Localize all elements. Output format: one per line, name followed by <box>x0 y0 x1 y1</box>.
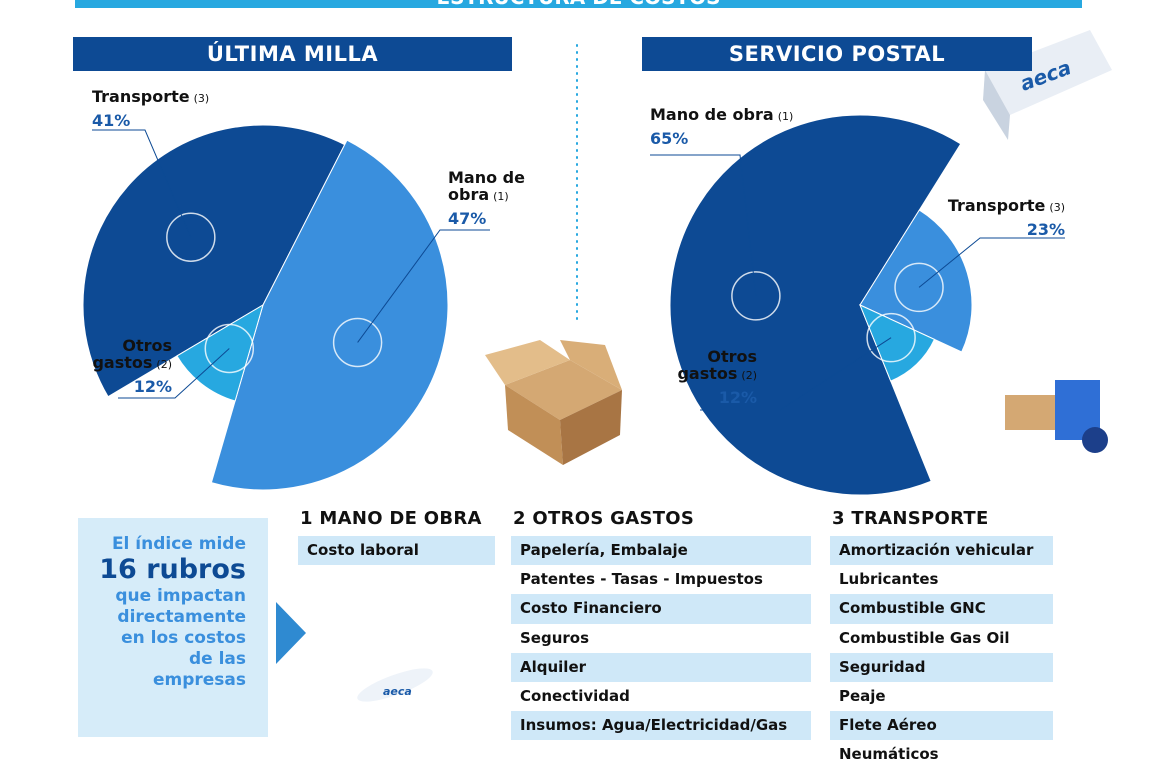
pie-slice <box>669 114 962 496</box>
slice-label: Mano de obra (1) 65% <box>650 106 870 147</box>
note: (1) <box>777 110 794 123</box>
category: Transporte <box>92 87 190 106</box>
forklift-illustration <box>1005 380 1108 453</box>
summary-highlight: 16 rubros <box>99 554 246 585</box>
leader-line <box>918 237 1065 288</box>
cost-item: Papelería, Embalaje <box>511 536 811 566</box>
slice-icon <box>166 212 216 262</box>
column-title: 2 OTROS GASTOS <box>513 508 695 529</box>
column-title: 1 MANO DE OBRA <box>300 508 482 529</box>
category: Mano de obra <box>448 168 525 204</box>
slice-icon <box>204 323 255 374</box>
pie-slice <box>859 209 973 353</box>
cost-item: Seguros <box>520 628 590 647</box>
note: (2) <box>156 358 172 371</box>
cost-item: Amortización vehicular <box>830 536 1053 566</box>
cost-item: Patentes - Tasas - Impuestos <box>520 570 763 589</box>
slice-icon <box>332 317 383 368</box>
cost-item: Combustible Gas Oil <box>839 628 1010 647</box>
leader-line <box>92 129 192 238</box>
plane-illustration: aeca <box>357 668 433 702</box>
cost-item: Flete Aéreo <box>830 711 1053 741</box>
logo: aeca <box>383 685 412 698</box>
summary-line: El índice mide <box>111 534 246 554</box>
slice-label: Transporte (3) 23% <box>900 197 1065 238</box>
leader-line <box>118 348 230 399</box>
cost-item: Costo laboral <box>298 536 495 566</box>
slice-icon <box>731 271 781 321</box>
chart-title: ÚLTIMA MILLA <box>73 37 512 71</box>
cost-item: Neumáticos <box>839 745 939 759</box>
slice-icon <box>866 312 916 363</box>
note: (2) <box>741 369 757 382</box>
category-name: Transporte (3) <box>900 197 1065 216</box>
slice-icon <box>894 262 944 313</box>
value-label: 12% <box>133 377 172 396</box>
slice-label: Transporte (3) 41% <box>92 88 292 129</box>
category: Mano de obra <box>650 105 774 124</box>
column-title: 3 TRANSPORTE <box>832 508 989 529</box>
banner: ESTRUCTURA DE COSTOS <box>75 0 1082 8</box>
note: (1) <box>493 190 509 203</box>
category: Otros gastos <box>92 336 172 372</box>
cost-column: 1 MANO DE OBRA Costo laboral <box>298 508 495 566</box>
cost-item: Alquiler <box>511 652 811 682</box>
cost-item: Seguridad <box>830 652 1053 682</box>
category: Otros gastos <box>677 347 757 383</box>
cost-item: Lubricantes <box>839 570 939 589</box>
leader-line <box>357 229 490 343</box>
pie-slice <box>859 304 936 382</box>
slice-label: Otros gastos (2) 12% <box>640 348 757 406</box>
summary-line: que impactan directamente en los costos … <box>115 586 246 690</box>
box-illustration <box>485 340 622 465</box>
slice-label: Otros gastos (2) 12% <box>60 337 172 395</box>
cost-item: Costo Financiero <box>511 594 811 624</box>
arrow <box>276 602 306 664</box>
note: (3) <box>193 92 210 105</box>
value-label: 47% <box>448 209 487 228</box>
cost-item: Peaje <box>839 686 886 705</box>
chart-title: SERVICIO POSTAL <box>642 37 1032 71</box>
category-name: Otros gastos (2) <box>640 348 757 384</box>
value-label: 41% <box>92 111 131 130</box>
truck-illustration: aeca <box>983 30 1112 140</box>
category-name: Transporte (3) <box>92 88 292 107</box>
category: Transporte <box>947 196 1046 215</box>
cost-column: 3 TRANSPORTE Amortización vehicular Lubric… <box>830 508 1053 759</box>
leader-line <box>650 154 757 296</box>
leader-line <box>700 337 892 411</box>
note: (3) <box>1049 201 1065 214</box>
pie-slice <box>210 139 449 491</box>
cost-item: Combustible GNC <box>830 594 1053 624</box>
category-name: Mano de obra (1) <box>448 169 538 205</box>
value-label: 23% <box>1026 220 1065 239</box>
cost-item: Conectividad <box>520 686 630 705</box>
cost-column: 2 OTROS GASTOS Papelería, Embalaje Patente… <box>511 508 811 741</box>
category-name: Mano de obra (1) <box>650 106 870 125</box>
cost-item: Insumos: Agua/Electricidad/Gas <box>511 711 811 741</box>
summary-box: El índice mide 16 rubros que impactan di… <box>78 518 268 737</box>
slice-label: Mano de obra (1) 47% <box>448 169 538 227</box>
value-label: 65% <box>650 129 689 148</box>
category-name: Otros gastos (2) <box>60 337 172 373</box>
value-label: 12% <box>718 388 757 407</box>
pie-slice <box>82 124 346 398</box>
